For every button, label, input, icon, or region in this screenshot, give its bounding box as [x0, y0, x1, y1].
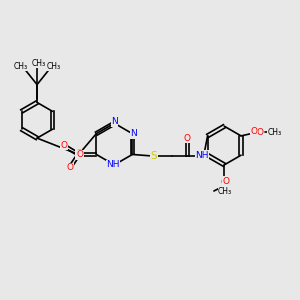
Text: N: N	[130, 129, 137, 138]
Text: NH: NH	[106, 160, 120, 169]
Text: O: O	[60, 141, 67, 150]
Text: CH₃: CH₃	[218, 187, 232, 196]
Text: N: N	[111, 117, 118, 126]
Text: O: O	[66, 163, 73, 172]
Text: O: O	[222, 177, 229, 186]
Text: S: S	[151, 151, 158, 161]
Text: CH₃: CH₃	[32, 59, 46, 68]
Text: O: O	[257, 128, 264, 137]
Text: CH₃: CH₃	[267, 128, 281, 137]
Text: O: O	[221, 178, 228, 187]
Text: O: O	[251, 127, 258, 136]
Text: CH₃: CH₃	[14, 62, 28, 71]
Text: S: S	[75, 149, 82, 160]
Text: O: O	[76, 150, 83, 159]
Text: CH₃: CH₃	[46, 62, 61, 71]
Text: O: O	[184, 134, 191, 142]
Text: NH: NH	[195, 151, 209, 160]
